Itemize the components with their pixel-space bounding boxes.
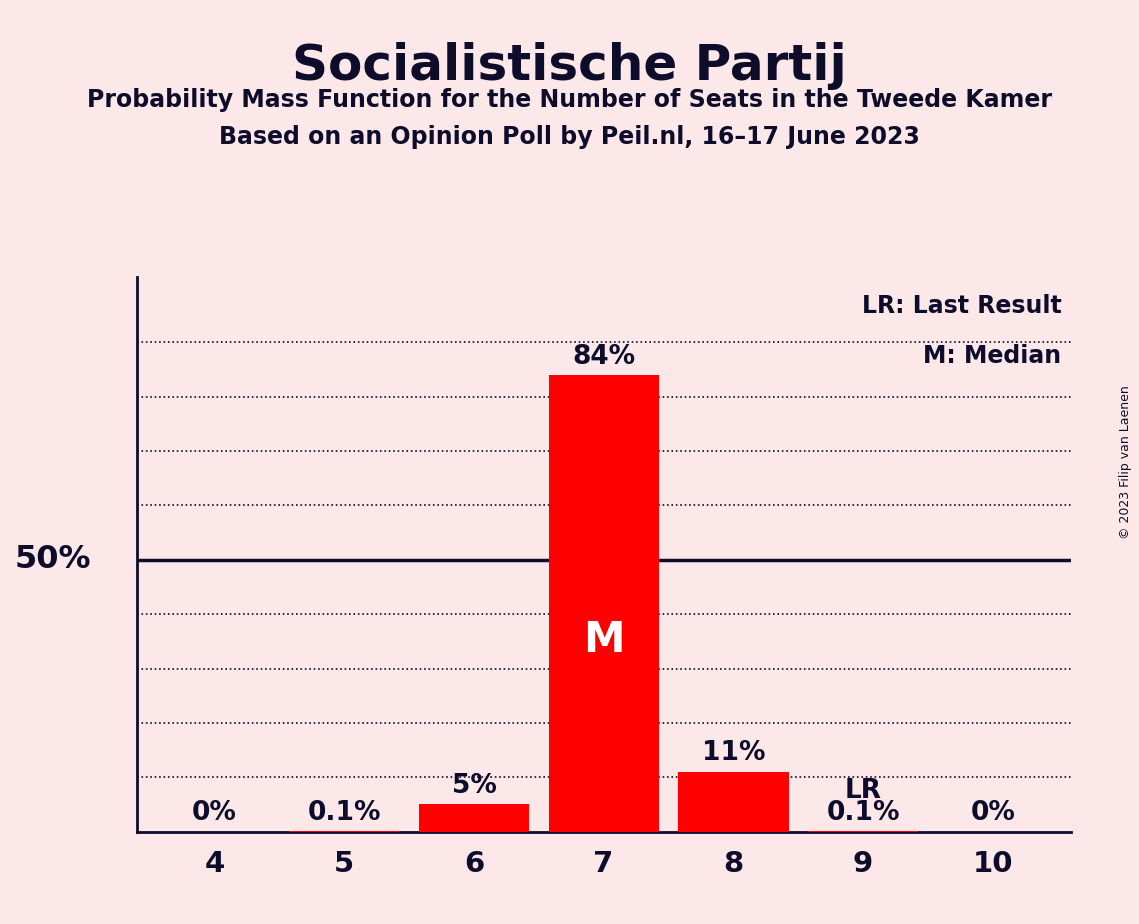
Text: 11%: 11% xyxy=(702,740,765,766)
Bar xyxy=(678,772,788,832)
Text: LR: LR xyxy=(845,778,882,804)
Bar xyxy=(419,805,530,832)
Text: M: Median: M: Median xyxy=(924,344,1062,368)
Text: 0%: 0% xyxy=(970,800,1015,826)
Text: 84%: 84% xyxy=(572,344,636,370)
Bar xyxy=(549,375,658,832)
Text: 0%: 0% xyxy=(192,800,237,826)
Text: Probability Mass Function for the Number of Seats in the Tweede Kamer: Probability Mass Function for the Number… xyxy=(87,88,1052,112)
Text: M: M xyxy=(583,619,624,661)
Text: 5%: 5% xyxy=(451,773,497,799)
Text: © 2023 Filip van Laenen: © 2023 Filip van Laenen xyxy=(1118,385,1132,539)
Text: 0.1%: 0.1% xyxy=(308,799,380,826)
Text: 50%: 50% xyxy=(15,544,91,576)
Text: LR: Last Result: LR: Last Result xyxy=(861,294,1062,318)
Text: Based on an Opinion Poll by Peil.nl, 16–17 June 2023: Based on an Opinion Poll by Peil.nl, 16–… xyxy=(219,125,920,149)
Text: Socialistische Partij: Socialistische Partij xyxy=(292,42,847,90)
Text: 0.1%: 0.1% xyxy=(827,799,900,826)
